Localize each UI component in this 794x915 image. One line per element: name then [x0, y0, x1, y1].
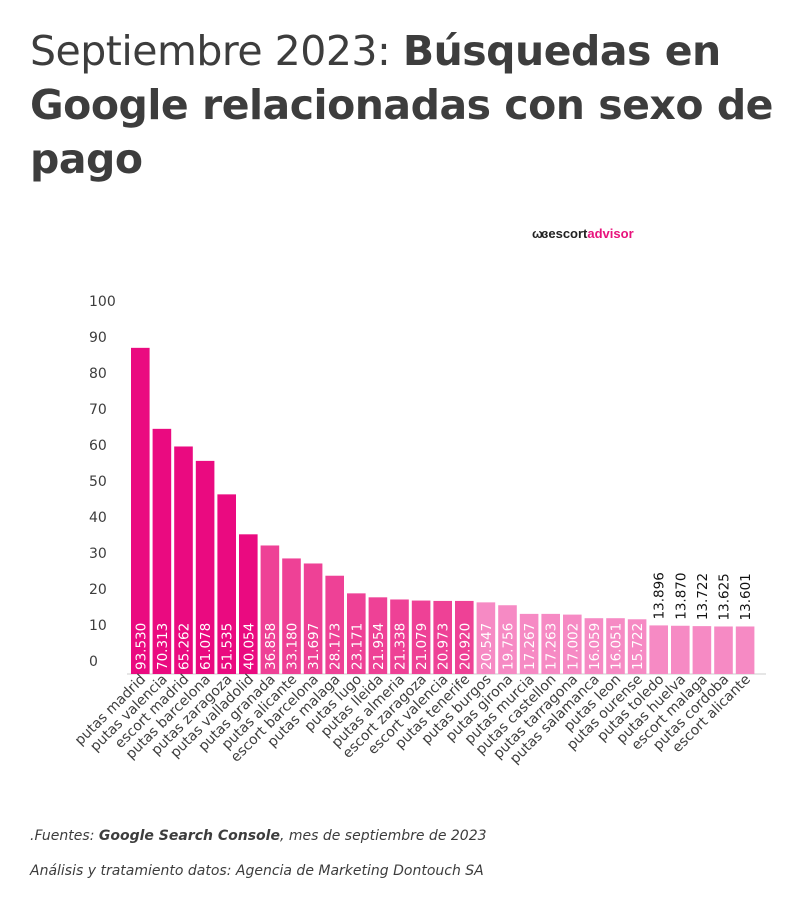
analysis-note: Análisis y tratamiento datos: Agencia de… — [30, 863, 484, 879]
data-label: 13.722 — [695, 573, 711, 620]
source-prefix: .Fuentes: — [30, 828, 99, 844]
bar — [476, 602, 496, 674]
bar — [282, 558, 301, 674]
data-label: 13.896 — [652, 572, 668, 619]
data-label: 13.601 — [738, 573, 754, 620]
bar — [368, 597, 388, 674]
data-label: 21.338 — [393, 623, 409, 670]
data-label: 20.920 — [457, 623, 473, 670]
data-label: 15.722 — [630, 623, 646, 670]
logo-word-advisor: advisor — [587, 226, 634, 241]
bar — [411, 600, 431, 674]
data-label: 61.078 — [198, 623, 214, 670]
bar — [217, 494, 236, 674]
logo-word-escort: escort — [548, 226, 588, 241]
bar — [303, 563, 323, 674]
bar — [606, 618, 625, 674]
bar — [519, 613, 539, 674]
bar — [563, 614, 582, 674]
bar — [390, 599, 409, 674]
bar — [671, 625, 690, 674]
bar — [498, 605, 517, 674]
data-label: 33.180 — [285, 623, 301, 670]
data-label: 13.870 — [673, 573, 689, 620]
data-label: 16.059 — [587, 623, 603, 670]
bar — [627, 619, 647, 674]
y-tick-label: 90 — [89, 330, 107, 346]
data-label: 23.171 — [349, 623, 365, 670]
bar — [325, 575, 344, 674]
y-tick-label: 70 — [89, 402, 107, 418]
y-tick-label: 10 — [89, 618, 107, 634]
bar — [714, 626, 733, 674]
data-label: 51.535 — [220, 623, 236, 670]
page-title: Septiembre 2023: Búsquedas en Google rel… — [30, 24, 780, 186]
data-label: 93.530 — [133, 623, 149, 670]
source-name: Google Search Console — [98, 828, 280, 844]
data-label: 17.002 — [565, 623, 581, 670]
bar — [692, 626, 712, 674]
data-label: 13.625 — [717, 573, 733, 620]
escortadvisor-logo: ωɞ escortadvisor — [532, 226, 634, 241]
data-label: 21.079 — [414, 623, 430, 670]
y-tick-label: 0 — [89, 654, 98, 670]
source-note: .Fuentes: Google Search Console, mes de … — [30, 828, 487, 844]
y-tick-label: 60 — [89, 438, 107, 454]
bar — [260, 545, 280, 674]
data-label: 40.054 — [241, 623, 257, 670]
y-tick-label: 100 — [89, 294, 116, 310]
y-tick-label: 80 — [89, 366, 107, 382]
bar — [239, 534, 258, 674]
y-tick-label: 20 — [89, 582, 107, 598]
title-date: Septiembre 2023: — [30, 27, 403, 75]
data-label: 16.051 — [609, 623, 625, 670]
bar — [347, 593, 366, 674]
data-label: 70.313 — [155, 623, 171, 670]
bar — [584, 618, 604, 674]
title-main: Búsquedas en Google relacionadas con sex… — [30, 27, 773, 183]
data-label: 28.173 — [328, 623, 344, 670]
bar — [433, 600, 452, 674]
bar — [649, 625, 668, 674]
bar — [195, 460, 215, 674]
bar — [735, 626, 755, 674]
bar — [131, 347, 150, 674]
data-label: 17.263 — [544, 623, 560, 670]
data-label: 36.858 — [263, 623, 279, 670]
data-label: 20.973 — [436, 623, 452, 670]
data-label: 31.697 — [306, 623, 322, 670]
data-label: 21.954 — [371, 623, 387, 670]
logo-glyph-icon: ωɞ — [532, 226, 548, 241]
source-suffix: , mes de septiembre de 2023 — [279, 828, 487, 844]
bar — [152, 428, 172, 674]
y-tick-label: 50 — [89, 474, 107, 490]
y-tick-label: 40 — [89, 510, 107, 526]
data-label: 65.262 — [177, 623, 193, 670]
bar — [174, 446, 193, 674]
data-label: 20.547 — [479, 623, 495, 670]
data-label: 19.756 — [501, 623, 517, 670]
data-label: 17.267 — [522, 623, 538, 670]
bar — [455, 600, 474, 674]
y-tick-label: 30 — [89, 546, 107, 562]
bar — [541, 613, 560, 674]
